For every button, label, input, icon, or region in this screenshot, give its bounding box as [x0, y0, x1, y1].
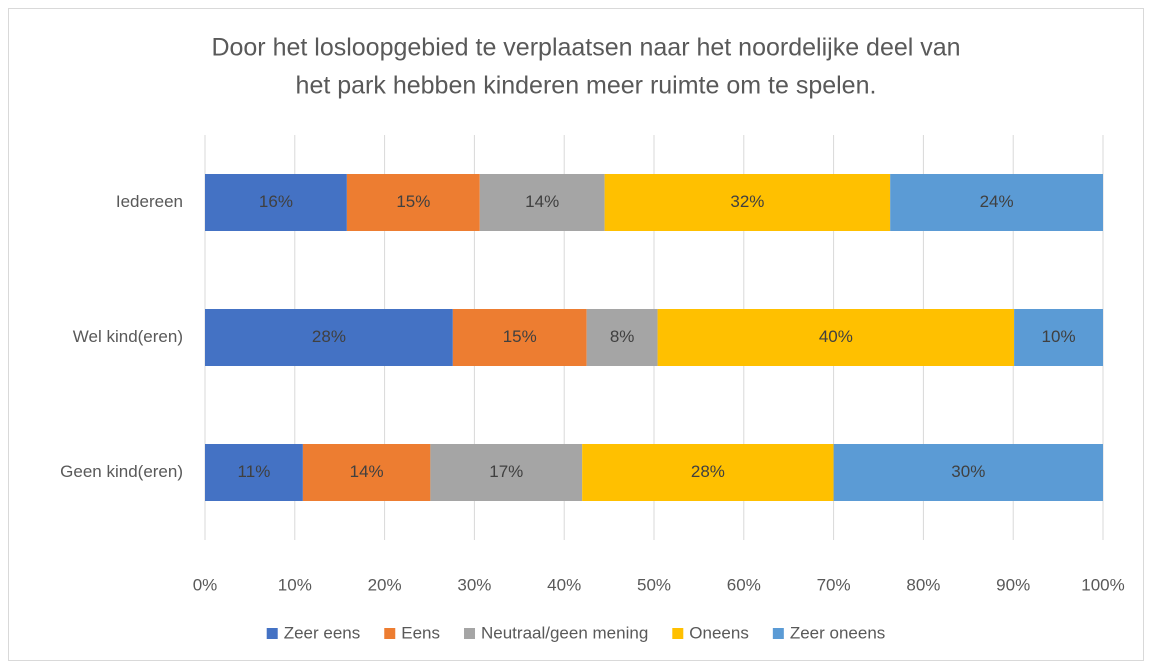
chart-title: Door het losloopgebied te verplaatsen na… [211, 34, 960, 62]
x-tick-label: 90% [996, 575, 1030, 594]
data-label: 15% [396, 192, 430, 211]
chart-title: het park hebben kinderen meer ruimte om … [296, 72, 877, 100]
data-label: 11% [238, 462, 271, 481]
bar-segment [479, 174, 605, 231]
bar-segment [582, 444, 834, 501]
data-label: 8% [610, 327, 635, 346]
data-label: 30% [951, 462, 985, 481]
x-tick-label: 30% [457, 575, 491, 594]
bar-segment [586, 309, 658, 366]
data-label: 32% [730, 192, 764, 211]
bar-segment [890, 174, 1103, 231]
data-label: 28% [691, 462, 725, 481]
legend-swatch [772, 628, 784, 639]
data-label: 40% [819, 327, 853, 346]
x-tick-label: 70% [817, 575, 851, 594]
data-label: 16% [259, 192, 293, 211]
data-label: 15% [503, 327, 537, 346]
x-tick-label: 50% [637, 575, 671, 594]
x-tick-label: 60% [727, 575, 761, 594]
bar-segment [604, 174, 891, 231]
legend-swatch [672, 628, 684, 639]
legend-label: Eens [401, 623, 440, 642]
legend-label: Zeer eens [284, 623, 361, 642]
legend-label: Neutraal/geen mening [481, 623, 648, 642]
bar-segment [205, 174, 347, 231]
bar-segment [657, 309, 1015, 366]
x-tick-label: 10% [278, 575, 312, 594]
data-label: 17% [489, 462, 523, 481]
bar-segment [1014, 309, 1103, 366]
bar-segment [833, 444, 1103, 501]
bar-segment [452, 309, 587, 366]
legend-swatch [384, 628, 396, 639]
bar-segment [205, 309, 453, 366]
data-label: 24% [980, 192, 1014, 211]
x-tick-label: 20% [368, 575, 402, 594]
legend-swatch [266, 628, 278, 639]
y-tick-label: Wel kind(eren) [73, 327, 183, 346]
y-tick-label: Iedereen [116, 192, 183, 211]
legend-swatch [464, 628, 476, 639]
x-tick-label: 40% [547, 575, 581, 594]
data-label: 28% [312, 327, 346, 346]
data-label: 10% [1042, 327, 1076, 346]
x-tick-label: 0% [193, 575, 218, 594]
bar-segment [430, 444, 583, 501]
legend-label: Zeer oneens [790, 623, 885, 642]
x-tick-label: 80% [906, 575, 940, 594]
bar-segment [346, 174, 480, 231]
data-label: 14% [525, 192, 559, 211]
y-tick-label: Geen kind(eren) [60, 462, 183, 481]
bar-segment [302, 444, 431, 501]
bar-segment [205, 444, 303, 501]
x-tick-label: 100% [1081, 575, 1124, 594]
legend-label: Oneens [689, 623, 749, 642]
data-label: 14% [350, 462, 384, 481]
